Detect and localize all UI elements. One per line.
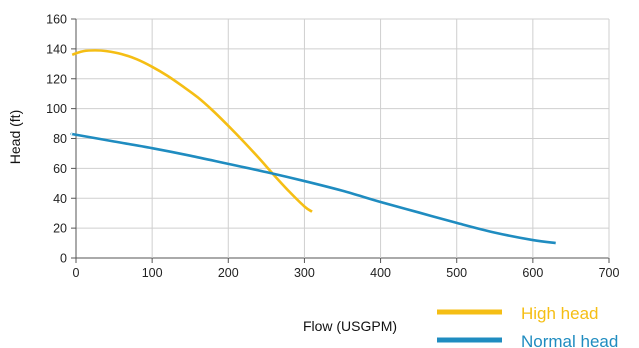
y-tick-label: 20	[53, 222, 67, 236]
y-axis-title: Head (ft)	[7, 110, 23, 164]
series-line-high-head	[71, 49, 313, 213]
x-axis-title: Flow (USGPM)	[303, 318, 397, 334]
y-tick-label: 100	[46, 102, 67, 116]
legend-label-high-head: High head	[521, 304, 599, 323]
x-tick-label: 700	[599, 266, 620, 280]
x-tick-label: 600	[522, 266, 543, 280]
series-line-normal-head	[70, 132, 556, 245]
y-axis-ticks: 0 20 40 60 80 100 120 140 160	[46, 13, 76, 266]
y-tick-label: 0	[60, 252, 67, 266]
y-tick-label: 140	[46, 42, 67, 56]
legend-label-normal-head: Normal head	[521, 332, 618, 348]
grid	[75, 18, 610, 259]
legend: High head Normal head	[437, 304, 618, 348]
series-lines	[70, 49, 556, 245]
x-tick-label: 500	[446, 266, 467, 280]
x-tick-label: 0	[73, 266, 80, 280]
y-tick-label: 80	[53, 132, 67, 146]
y-tick-label: 40	[53, 192, 67, 206]
x-tick-label: 100	[142, 266, 163, 280]
x-tick-label: 200	[218, 266, 239, 280]
y-tick-label: 60	[53, 162, 67, 176]
y-tick-label: 120	[46, 72, 67, 86]
x-tick-label: 300	[294, 266, 315, 280]
x-axis-ticks: 0 100 200 300 400 500 600 700	[73, 258, 620, 280]
x-tick-label: 400	[370, 266, 391, 280]
y-tick-label: 160	[46, 13, 67, 27]
